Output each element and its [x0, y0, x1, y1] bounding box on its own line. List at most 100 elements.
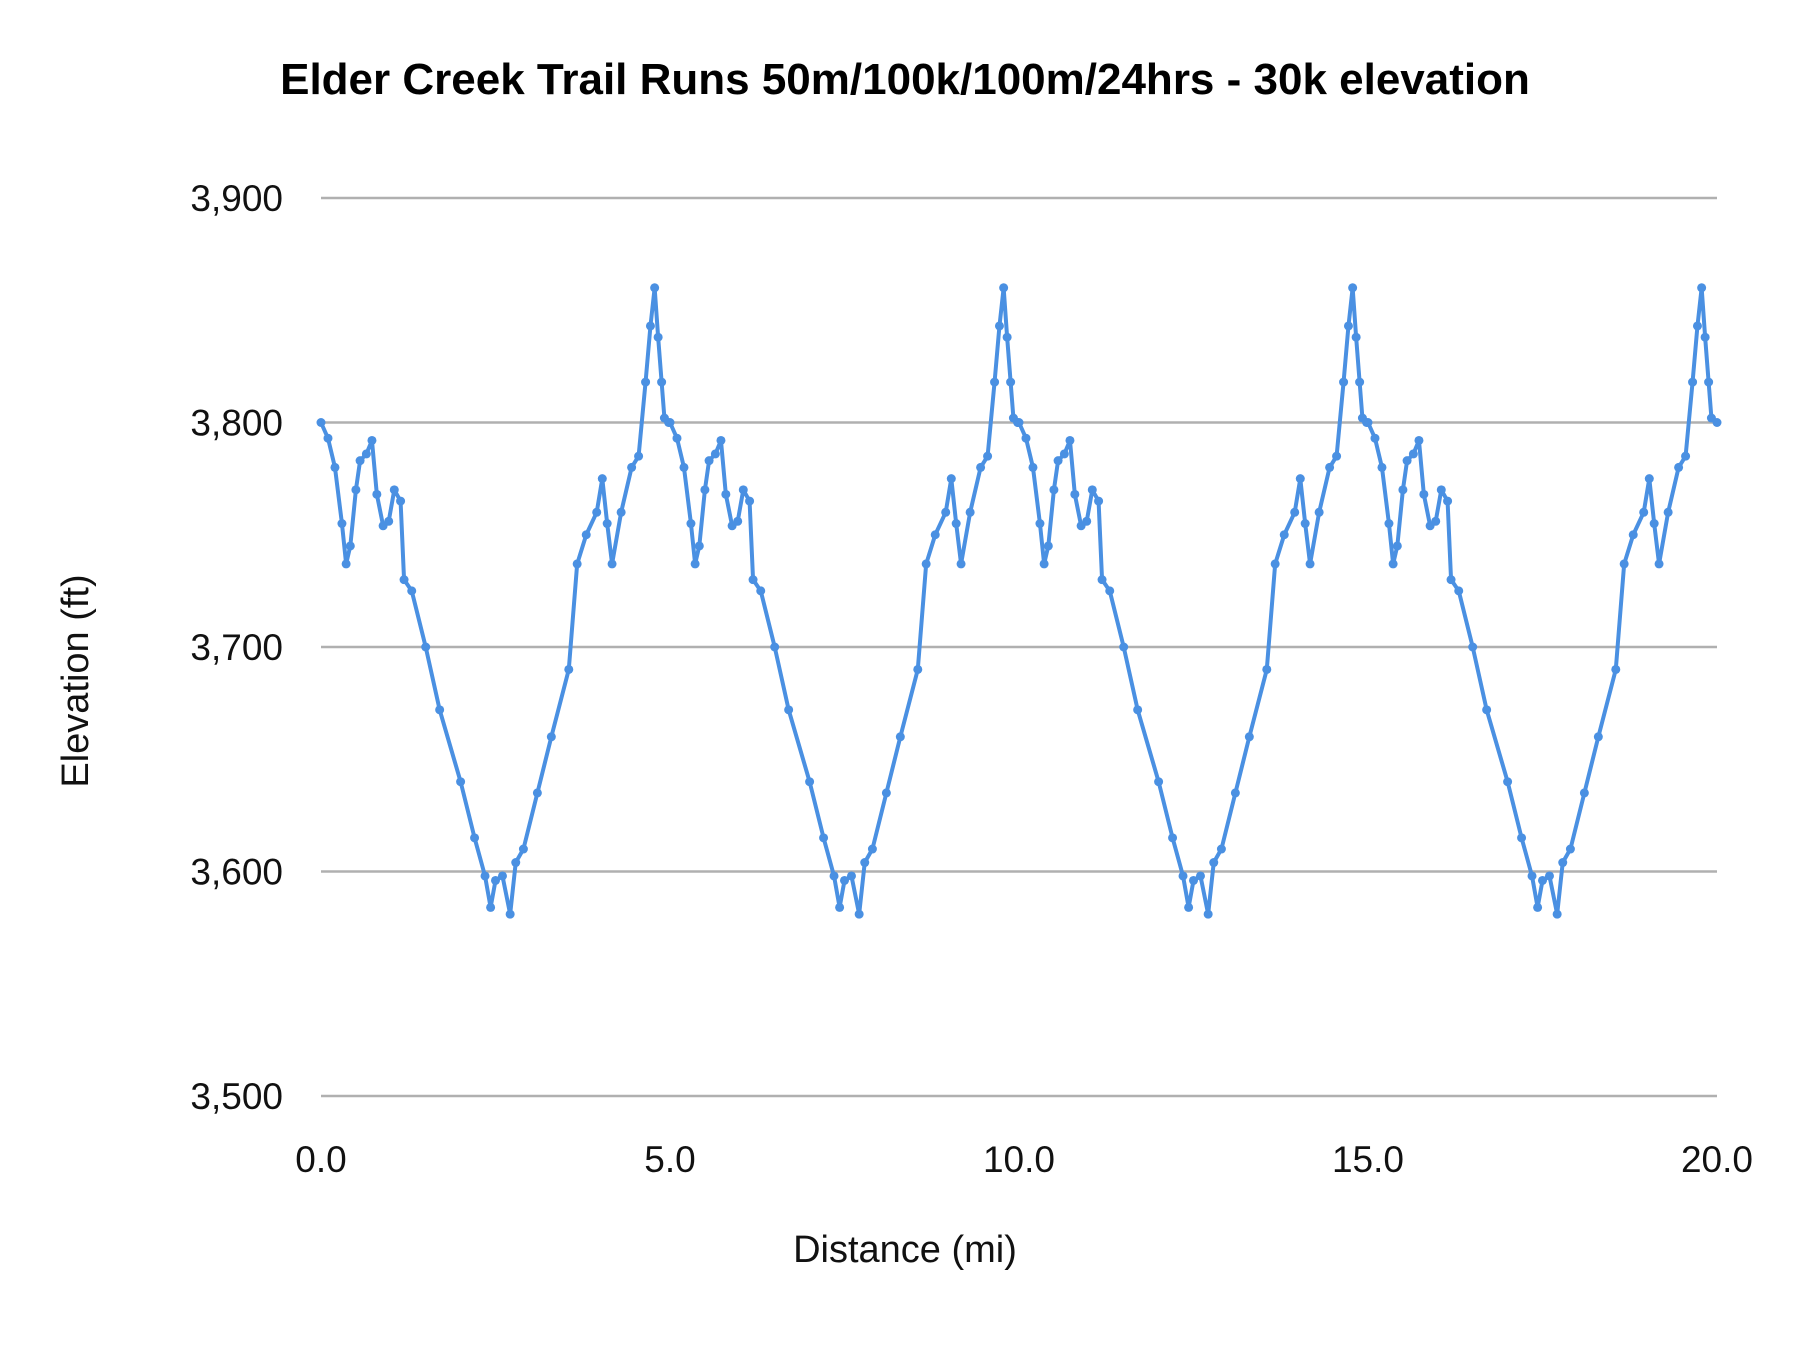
data-point [1305, 559, 1315, 569]
data-point [1443, 496, 1453, 506]
data-point [491, 875, 500, 885]
x-tick-label: 20.0 [1681, 1139, 1753, 1180]
chart-title: Elder Creek Trail Runs 50m/100k/100m/24h… [280, 55, 1530, 104]
x-tick-label: 15.0 [1332, 1139, 1404, 1180]
data-point [1663, 507, 1673, 517]
y-tick-label: 3,800 [190, 403, 283, 444]
data-point [1314, 507, 1324, 517]
data-point [650, 283, 660, 293]
y-tick-label: 3,900 [190, 178, 283, 219]
data-point [361, 449, 371, 459]
data-point [941, 507, 951, 517]
data-point [316, 418, 326, 427]
data-point [1035, 519, 1045, 529]
data-point [1649, 519, 1659, 529]
data-point [486, 902, 496, 912]
data-markers [316, 283, 1722, 919]
data-point [1119, 642, 1129, 652]
data-point [1028, 462, 1038, 472]
data-point [1388, 559, 1398, 569]
x-tick-label: 5.0 [644, 1139, 695, 1180]
data-point [1087, 485, 1097, 495]
data-point [372, 489, 382, 499]
data-point [511, 858, 521, 868]
data-point [497, 871, 507, 881]
data-point [895, 732, 905, 742]
x-tick-label: 10.0 [983, 1139, 1055, 1180]
data-point [819, 833, 829, 843]
data-point [1402, 456, 1412, 466]
data-point [355, 456, 365, 466]
data-point [913, 664, 923, 674]
data-point [1053, 456, 1063, 466]
elevation-line [319, 285, 1719, 917]
data-point [860, 858, 870, 868]
data-point [1348, 283, 1358, 293]
data-point [733, 516, 743, 526]
data-point [1082, 516, 1092, 526]
data-point [994, 321, 1004, 331]
data-point [1189, 875, 1198, 885]
data-point [505, 909, 515, 919]
data-point [1654, 559, 1664, 569]
data-point [389, 485, 399, 495]
data-point [665, 418, 675, 427]
data-point [1195, 871, 1205, 881]
data-point [1295, 474, 1305, 484]
data-point [1006, 377, 1016, 387]
data-point [672, 433, 682, 443]
data-point [956, 559, 966, 569]
data-point [330, 462, 340, 472]
data-point [1544, 871, 1554, 881]
y-axis-label: Elevation (ft) [55, 574, 97, 787]
data-point [704, 456, 714, 466]
data-point [351, 485, 361, 495]
data-point [694, 541, 704, 551]
data-point [748, 575, 758, 585]
data-point [1446, 575, 1456, 585]
data-point [1133, 705, 1143, 715]
data-point [846, 871, 856, 881]
data-point [564, 664, 574, 674]
data-point [1270, 559, 1280, 569]
data-point [951, 519, 961, 529]
data-point [710, 449, 720, 459]
data-point [679, 462, 689, 472]
data-point [1209, 858, 1219, 868]
data-point [1565, 844, 1575, 854]
data-point [756, 586, 766, 596]
data-point [1688, 377, 1698, 387]
data-point [840, 875, 849, 885]
data-point [1517, 833, 1527, 843]
data-point [1552, 909, 1562, 919]
data-point [1674, 462, 1684, 472]
data-point [1094, 496, 1104, 506]
data-point [435, 705, 445, 715]
data-point [1392, 541, 1402, 551]
data-point [1408, 449, 1418, 459]
data-point [1704, 377, 1714, 387]
data-point [641, 377, 651, 387]
data-point [690, 559, 700, 569]
y-tick-label: 3,700 [190, 627, 283, 668]
data-point [770, 642, 780, 652]
data-point [1184, 902, 1194, 912]
data-point [1065, 435, 1075, 445]
data-point [1503, 777, 1513, 787]
data-point [1216, 844, 1226, 854]
data-point [854, 909, 864, 919]
data-point [1203, 909, 1213, 919]
data-point [1070, 489, 1080, 499]
data-point [1339, 377, 1349, 387]
x-tick-label: 0.0 [295, 1139, 346, 1180]
data-point [1262, 664, 1272, 674]
x-tick-labels: 0.0 5.0 10.0 15.0 20.0 [295, 1139, 1753, 1180]
data-point [1384, 519, 1394, 529]
data-point [653, 332, 663, 342]
data-point [1377, 462, 1387, 472]
data-point [572, 559, 582, 569]
data-point [1538, 875, 1547, 885]
data-point [784, 705, 794, 715]
data-point [700, 485, 710, 495]
data-point [976, 462, 986, 472]
